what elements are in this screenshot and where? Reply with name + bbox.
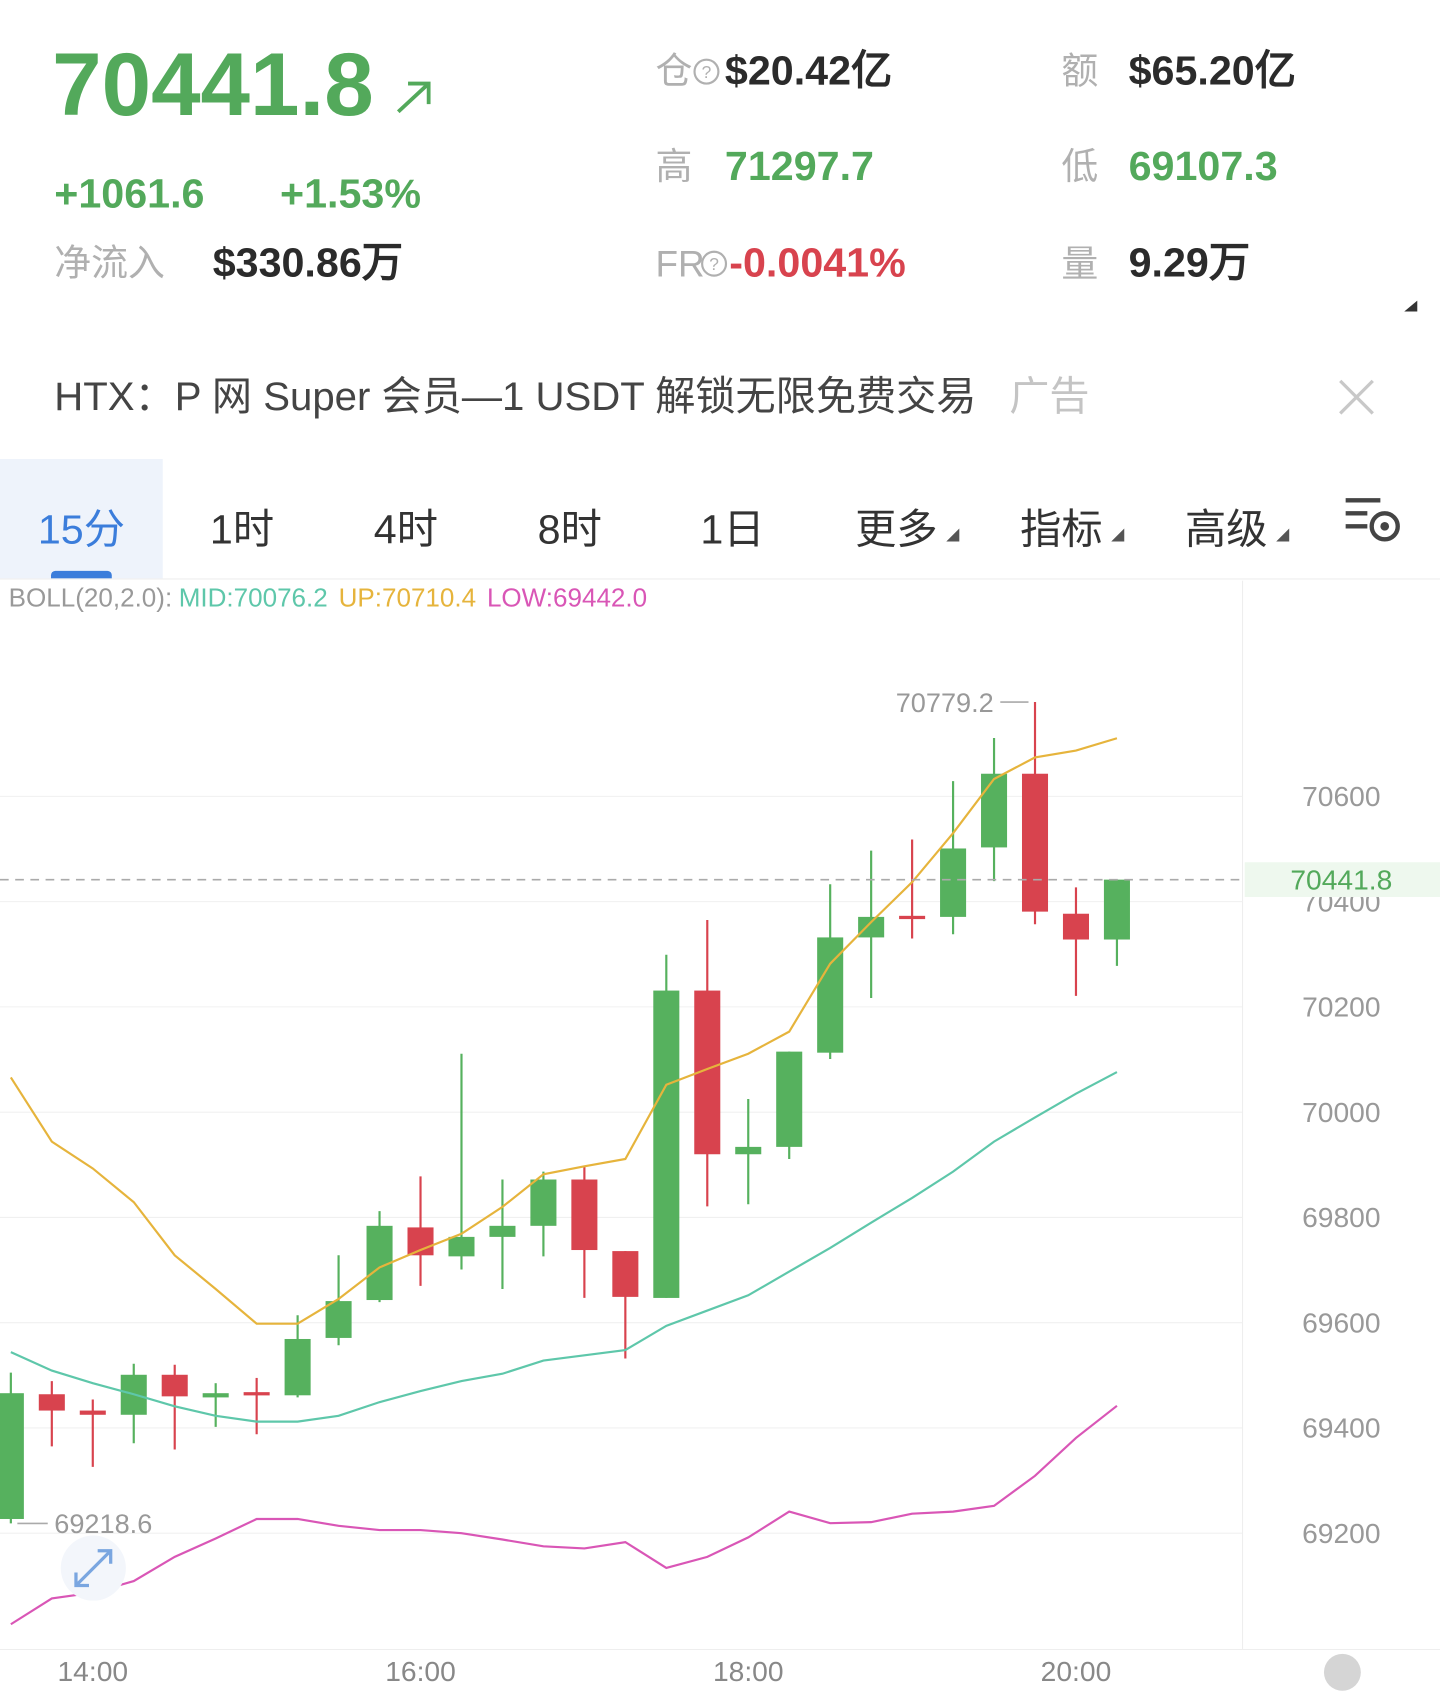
candle-body — [448, 1236, 475, 1257]
stat-value: 9.29万 — [1128, 240, 1251, 287]
x-tick-label: 14:00 — [57, 1655, 128, 1687]
legend-entry: UP:70710.4 — [339, 583, 477, 613]
dropdown-marks — [946, 528, 1290, 542]
stat-value: 71297.7 — [724, 144, 874, 190]
stat-label: 额 — [1061, 51, 1099, 93]
candle-body — [571, 1179, 598, 1251]
fullscreen-icon — [60, 1535, 126, 1601]
svg-text:?: ? — [702, 62, 712, 82]
candle-body — [1021, 773, 1049, 912]
candle-body — [79, 1410, 106, 1415]
close-icon[interactable] — [1337, 378, 1376, 417]
up-arrow-icon — [396, 81, 431, 114]
candle-body — [1062, 913, 1089, 940]
candlestick-chart: BOLL(20,2.0): MID:70076.2 UP:70710.4 LOW:6… — [0, 580, 1440, 1691]
candle-body — [899, 915, 926, 920]
indicator-label: BOLL(20,2.0): — [9, 583, 173, 613]
stat-value: -0.0041% — [729, 240, 906, 287]
candle-body — [325, 1301, 352, 1338]
y-tick-label: 69600 — [1302, 1306, 1380, 1338]
price: 70441.8 — [52, 35, 374, 135]
fullscreen-arrows — [74, 1549, 113, 1588]
tab-active-bg — [0, 459, 163, 579]
ad-text[interactable]: HTX：P 网 Super 会员—1 USDT 解锁无限免费交易 — [54, 374, 977, 419]
candle-body — [612, 1251, 639, 1297]
change-pct: +1.53% — [279, 171, 422, 218]
boll-line — [10, 1404, 1118, 1626]
legend-entry: MID:70076.2 — [179, 583, 328, 613]
x-tick-label: 20:00 — [1041, 1655, 1112, 1687]
tab[interactable]: 1日 — [700, 507, 765, 554]
boll-line — [9, 737, 1118, 1325]
tab[interactable]: 8时 — [537, 507, 602, 554]
candle-body — [0, 1393, 24, 1519]
x-tick-label: 16:00 — [385, 1655, 456, 1687]
candle-body — [161, 1374, 188, 1397]
candle-body — [940, 848, 967, 917]
candle-body — [38, 1394, 65, 1411]
y-tick-label: 70200 — [1302, 991, 1380, 1023]
settings-icon[interactable] — [1343, 494, 1404, 546]
legend-entry: LOW:69442.0 — [487, 583, 647, 613]
stat-value: $65.20亿 — [1128, 48, 1296, 95]
help-icon[interactable]: ? — [692, 58, 720, 86]
candle-body — [284, 1338, 311, 1396]
candle-body — [981, 773, 1008, 848]
candle-body — [530, 1179, 557, 1226]
tab[interactable]: 1时 — [209, 507, 275, 554]
candle-body — [858, 916, 885, 938]
candle-body — [735, 1146, 762, 1155]
stat-value: $20.42亿 — [724, 48, 893, 95]
svg-text:?: ? — [709, 254, 719, 274]
y-tick-label: 70600 — [1302, 780, 1380, 812]
tab[interactable]: 4时 — [373, 507, 438, 554]
divider — [0, 578, 1440, 580]
net-inflow: $330.86万 — [212, 240, 404, 287]
high-marker: 70779.2 — [896, 687, 994, 718]
expand-icon[interactable] — [1402, 298, 1419, 313]
boll-line — [10, 1071, 1118, 1423]
low-marker: 69218.6 — [54, 1508, 152, 1539]
tab[interactable]: 指标 — [1020, 507, 1103, 554]
stat-label: 仓 — [655, 51, 693, 93]
y-tick-label: 69400 — [1302, 1412, 1380, 1444]
change: +1061.6 — [54, 171, 205, 218]
stat-label: 量 — [1061, 244, 1099, 286]
tab[interactable]: 更多 — [855, 507, 938, 554]
candle-body — [202, 1393, 229, 1398]
y-tick-label: 69200 — [1302, 1517, 1380, 1549]
stat-label: 低 — [1061, 146, 1099, 188]
y-tick-label: 70000 — [1302, 1096, 1380, 1128]
candle-body — [489, 1225, 516, 1237]
ad-tag: 广告 — [1009, 374, 1090, 419]
help-icon[interactable]: ? — [700, 250, 728, 278]
candle-body — [243, 1392, 270, 1396]
tab-indicator — [51, 570, 112, 579]
scroll-end-icon — [1323, 1653, 1361, 1691]
current-price-label: 70441.8 — [1290, 863, 1392, 895]
stat-label: 高 — [655, 146, 693, 188]
candle-body — [817, 937, 844, 1053]
stat-label: FR — [655, 244, 705, 286]
stat-value: 69107.3 — [1128, 144, 1278, 190]
candle-body — [776, 1051, 803, 1147]
tab[interactable]: 15分 — [37, 507, 125, 554]
tab[interactable]: 高级 — [1185, 507, 1268, 554]
candle-body — [1103, 879, 1130, 940]
candle-body — [653, 990, 680, 1298]
current-price-bg — [1244, 862, 1440, 897]
x-tick-label: 18:00 — [713, 1655, 784, 1687]
net-inflow-label: 净流入 — [54, 243, 165, 285]
y-tick-label: 69800 — [1302, 1201, 1380, 1233]
